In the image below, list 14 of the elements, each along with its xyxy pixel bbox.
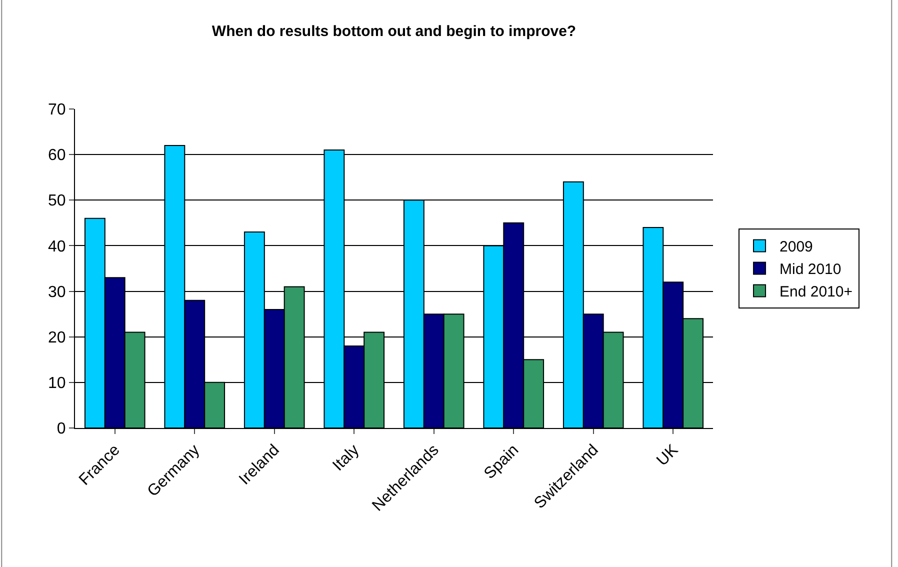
x-tick-label: Italy bbox=[330, 442, 363, 474]
x-tick-label: UK bbox=[654, 441, 682, 470]
y-tick-label: 20 bbox=[48, 329, 66, 346]
y-tick-label: 60 bbox=[48, 147, 66, 164]
y-tick-label: 30 bbox=[48, 284, 66, 301]
legend-label: End 2010+ bbox=[780, 284, 853, 301]
y-tick-label: 70 bbox=[48, 102, 66, 119]
y-tick-label: 0 bbox=[56, 420, 66, 438]
y-tick-label: 40 bbox=[48, 238, 66, 256]
y-tick-label: 50 bbox=[48, 192, 66, 210]
legend-label: Mid 2010 bbox=[780, 261, 842, 278]
y-tick-label: 10 bbox=[48, 375, 66, 392]
chart-title: When do results bottom out and begin to improve? bbox=[212, 23, 576, 40]
legend-label: 2009 bbox=[780, 238, 813, 256]
